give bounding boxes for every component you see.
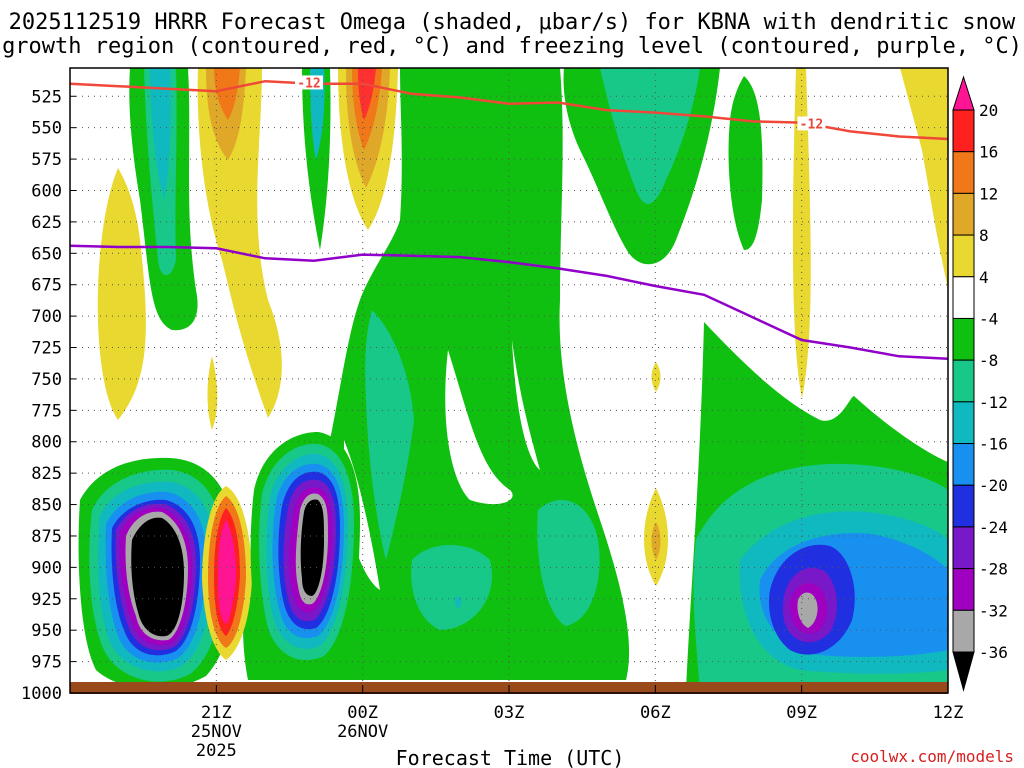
y-tick-label: 1000 bbox=[21, 684, 62, 704]
x-tick-date-label: 25NOV bbox=[191, 722, 242, 742]
omega-region-upper-yellow-left bbox=[97, 168, 146, 420]
colorbar-label: -32 bbox=[979, 601, 1008, 620]
chart-title-line1: 2025112519 HRRR Forecast Omega (shaded, … bbox=[9, 10, 1016, 35]
y-tick-label: 950 bbox=[31, 621, 62, 641]
omega-region-upper-orange2-22z bbox=[214, 68, 240, 120]
contour-label: -12 bbox=[800, 117, 823, 132]
colorbar: 20 16 12 8 4 -4 -8 -12 -16 -20 -24 -28 -32 -36 bbox=[952, 75, 1008, 692]
colorbar-label: -28 bbox=[979, 560, 1008, 579]
x-tick-label: 21Z bbox=[201, 703, 232, 723]
chart-title-line2: growth region (contoured, red, °C) and f… bbox=[2, 34, 1022, 59]
colorbar-label: -24 bbox=[979, 518, 1008, 537]
omega-region-teal-02z bbox=[365, 310, 414, 560]
omega-region-upper-yellow-right bbox=[900, 68, 948, 290]
y-tick-label: 825 bbox=[31, 464, 62, 484]
y-tick-label: 600 bbox=[31, 181, 62, 201]
colorbar-box bbox=[952, 109, 975, 153]
y-tick-label: 675 bbox=[31, 276, 62, 296]
y-tick-label: 775 bbox=[31, 401, 62, 421]
omega-region-upper-teal-05z bbox=[600, 68, 700, 204]
omega-region-yellow-dot-07z bbox=[651, 362, 661, 392]
colorbar-label: -16 bbox=[979, 435, 1008, 454]
y-tick-label: 900 bbox=[31, 558, 62, 578]
colorbar-label: -36 bbox=[979, 643, 1008, 662]
omega-region-upper-cyan-21z bbox=[150, 68, 171, 200]
colorbar-box bbox=[952, 609, 975, 653]
freezing-level-contour-line bbox=[70, 244, 948, 361]
omega-region-upper-yellow-22z bbox=[197, 68, 282, 418]
omega-shading bbox=[78, 68, 948, 690]
colorbar-box bbox=[952, 526, 975, 570]
x-tick-label: 09Z bbox=[786, 703, 817, 723]
y-tick-label: 625 bbox=[31, 213, 62, 233]
omega-region-black-00z bbox=[300, 499, 324, 596]
y-tick-label: 925 bbox=[31, 590, 62, 610]
y-tick-label: 575 bbox=[31, 150, 62, 170]
omega-region-yellow-spike-22z bbox=[207, 356, 218, 430]
colorbar-box bbox=[952, 568, 975, 611]
credit-text: coolwx.com/models bbox=[850, 747, 1014, 766]
colorbar-label: -12 bbox=[979, 393, 1008, 412]
y-tick-label: 850 bbox=[31, 496, 62, 516]
snow-growth-contour-line bbox=[70, 79, 948, 141]
omega-region-orange-dot-07z bbox=[651, 522, 661, 560]
omega-region-teal-05z bbox=[537, 500, 600, 626]
colorbar-top-arrow bbox=[952, 75, 975, 111]
colorbar-box bbox=[952, 192, 975, 236]
x-axis-label: Forecast Time (UTC) bbox=[396, 746, 625, 768]
colorbar-box bbox=[952, 234, 975, 278]
omega-region-gray-10z bbox=[797, 592, 818, 628]
y-tick-label: 525 bbox=[31, 87, 62, 107]
colorbar-label: -8 bbox=[979, 351, 998, 370]
colorbar-box bbox=[952, 151, 975, 194]
x-tick-label: 00Z bbox=[347, 703, 378, 723]
colorbar-box bbox=[952, 317, 975, 361]
colorbar-label: 12 bbox=[979, 184, 998, 203]
contour-label: -12 bbox=[297, 76, 320, 91]
y-tick-label: 725 bbox=[31, 339, 62, 359]
colorbar-label: -4 bbox=[979, 309, 998, 328]
x-tick-label: 12Z bbox=[933, 703, 964, 723]
omega-region-pink-22z bbox=[218, 520, 236, 624]
colorbar-box bbox=[952, 401, 975, 445]
colorbar-bottom-arrow bbox=[952, 651, 975, 692]
y-axis: 525 550 575 600 625 650 675 700 725 750 775 800 825 8… bbox=[21, 87, 76, 704]
y-tick-label: 700 bbox=[31, 307, 62, 327]
freezing-level-contours bbox=[70, 244, 948, 361]
colorbar-box bbox=[952, 359, 975, 403]
omega-region-teal-03z bbox=[411, 545, 492, 630]
omega-region-yellow-stripe-10z bbox=[792, 68, 811, 398]
snow-growth-contour-labels: -12 -12 bbox=[295, 75, 826, 132]
grid-lines bbox=[70, 68, 948, 693]
colorbar-box bbox=[952, 484, 975, 528]
colorbar-box bbox=[952, 443, 975, 486]
y-tick-label: 800 bbox=[31, 433, 62, 453]
omega-gap-white-03z bbox=[445, 350, 513, 505]
y-tick-label: 750 bbox=[31, 370, 62, 390]
x-tick-year-label: 2025 bbox=[196, 741, 237, 761]
colorbar-label: -20 bbox=[979, 476, 1008, 495]
omega-region-black-21z bbox=[131, 517, 184, 637]
x-tick-date-label: 26NOV bbox=[337, 722, 388, 742]
omega-region-upper-cyan-00z bbox=[310, 68, 325, 160]
y-tick-label: 550 bbox=[31, 119, 62, 139]
colorbar-label: 4 bbox=[979, 268, 989, 287]
omega-region-cyan-dot-03z bbox=[455, 596, 461, 608]
colorbar-label: 8 bbox=[979, 226, 989, 245]
colorbar-label: 16 bbox=[979, 143, 998, 162]
y-tick-label: 975 bbox=[31, 653, 62, 673]
x-tick-label: 06Z bbox=[640, 703, 671, 723]
x-tick-label: 03Z bbox=[494, 703, 525, 723]
colorbar-box bbox=[952, 276, 975, 319]
contour-label-bg bbox=[295, 75, 324, 90]
colorbar-label: 20 bbox=[979, 101, 998, 120]
y-tick-label: 875 bbox=[31, 527, 62, 547]
y-tick-label: 650 bbox=[31, 244, 62, 264]
contour-label-bg bbox=[797, 116, 826, 131]
snow-growth-contours bbox=[70, 79, 948, 141]
